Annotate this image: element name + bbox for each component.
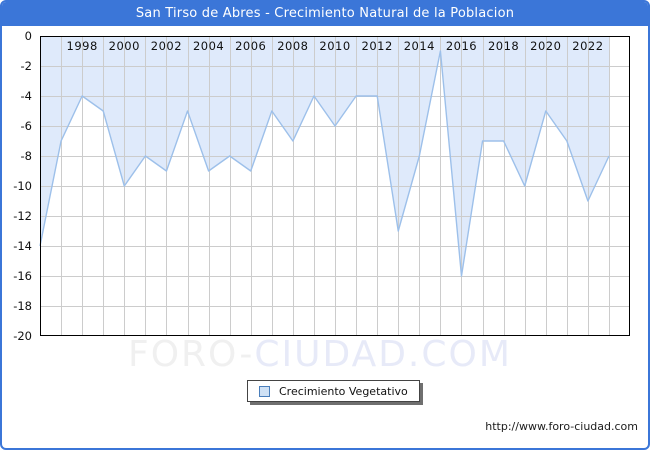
chart-region: 1998 2000 2002 2004 2006 2008 2010 2012 2014 2016… <box>2 26 648 448</box>
y-tick-label: -8 <box>21 149 32 163</box>
x-tick-label: 2004 <box>193 39 224 53</box>
legend: Crecimiento Vegetativo <box>247 380 420 402</box>
data-line <box>39 50 610 277</box>
x-tick-label: 2002 <box>151 39 182 53</box>
y-tick-label: -20 <box>13 329 32 343</box>
y-tick-label: 0 <box>25 29 32 43</box>
x-tick-label: 2014 <box>404 39 435 53</box>
x-tick-label: 2006 <box>235 39 266 53</box>
x-tick-label: 2018 <box>488 39 519 53</box>
y-tick-label: -18 <box>13 299 32 313</box>
x-tick-label: 2016 <box>446 39 477 53</box>
x-tick-label: 2010 <box>319 39 350 53</box>
x-tick-label: 2000 <box>109 39 140 53</box>
x-tick-label: 2008 <box>277 39 308 53</box>
plot-border <box>40 36 630 336</box>
x-tick-label: 2012 <box>362 39 393 53</box>
y-tick-label: -2 <box>21 59 32 73</box>
population-growth-chart: 1998 2000 2002 2004 2006 2008 2010 2012 2014 2016… <box>13 29 630 343</box>
y-tick-label: -10 <box>13 179 32 193</box>
legend-label: Crecimiento Vegetativo <box>279 384 408 398</box>
website-url: http://www.foro-ciudad.com <box>485 420 638 433</box>
x-tick-label: 1998 <box>67 39 98 53</box>
page-title: San Tirso de Abres - Crecimiento Natural… <box>2 2 648 26</box>
legend-swatch-icon <box>259 385 270 397</box>
x-tick-label: 2022 <box>572 39 603 53</box>
y-tick-label: -4 <box>21 89 32 103</box>
y-tick-label: -6 <box>21 119 32 133</box>
y-tick-label: -16 <box>13 269 32 283</box>
x-tick-label: 2020 <box>530 39 561 53</box>
y-tick-label: -12 <box>13 209 32 223</box>
y-tick-label: -14 <box>13 239 32 253</box>
